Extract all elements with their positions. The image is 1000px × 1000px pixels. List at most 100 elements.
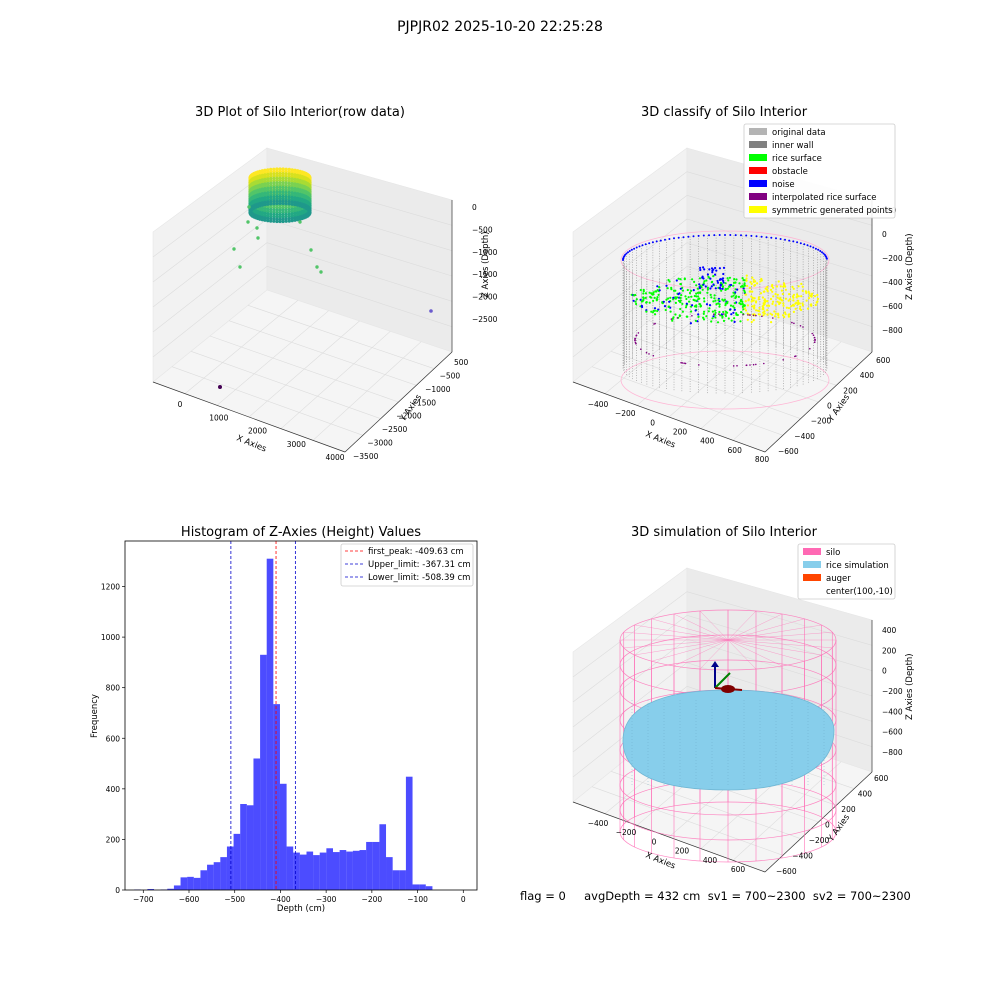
surface-point [766, 300, 769, 303]
raw-point [275, 206, 279, 210]
raw-point [278, 206, 282, 210]
raw-point [278, 172, 282, 176]
raw-point [260, 176, 264, 180]
interpolated-point [698, 364, 700, 366]
silo-roof-wire [727, 639, 833, 649]
raw-point [296, 178, 300, 182]
raw-point [263, 203, 267, 207]
histogram-bar [379, 824, 387, 890]
surface-point [701, 288, 704, 291]
surface-point [777, 313, 780, 317]
raw-point [293, 193, 297, 198]
histogram-bar [366, 841, 373, 890]
noise-point [668, 238, 671, 240]
surface-point [744, 300, 747, 303]
raw-point [275, 188, 279, 192]
surface-point [703, 310, 706, 313]
raw-outlier-point [429, 309, 433, 313]
raw-point [290, 216, 294, 220]
surface-point [761, 308, 764, 311]
raw-point [269, 179, 273, 183]
surface-point [721, 316, 724, 319]
raw-point [266, 184, 270, 188]
surface-point [742, 279, 745, 282]
surface-point [777, 316, 780, 319]
raw-point [287, 210, 291, 214]
noise-point [788, 239, 791, 242]
raw-point [263, 216, 267, 220]
surface-point [791, 285, 794, 288]
raw-point [258, 197, 262, 201]
grid-line [572, 591, 688, 678]
grid-line [686, 218, 873, 277]
surface-point [740, 298, 743, 301]
surface-point [665, 298, 668, 301]
raw-point [272, 202, 276, 206]
raw-point [263, 189, 267, 193]
surface-point [730, 313, 733, 316]
surface-point [703, 300, 706, 303]
raw-point [296, 199, 300, 203]
surface-point [726, 300, 729, 303]
surface-point [681, 289, 685, 292]
x-tick-label: −600 [179, 895, 200, 904]
y-tick-label: 800 [106, 684, 121, 693]
noise-point [796, 241, 799, 244]
surface-point [695, 304, 698, 307]
surface-point [751, 299, 754, 302]
surface-point [766, 285, 769, 289]
raw-point [290, 175, 294, 179]
noise-point [760, 235, 763, 238]
raw-point [272, 183, 276, 187]
surface-point [784, 288, 788, 291]
surface-point [735, 295, 738, 298]
surface-point [769, 288, 773, 291]
silo-roof-wire [699, 610, 729, 641]
interpolated-point [749, 364, 751, 366]
histogram-bar [313, 855, 320, 890]
x-tick-label: 4000 [325, 453, 344, 462]
silo-roof-wire [623, 639, 729, 649]
z-tick-label: −1500 [472, 270, 498, 279]
raw-point [266, 198, 270, 202]
surface-point [766, 304, 769, 307]
raw-point [275, 176, 279, 180]
noise-point [714, 266, 717, 270]
raw-point [287, 208, 291, 212]
surface-point [663, 305, 667, 308]
surface-point [751, 290, 754, 293]
raw-point [287, 193, 291, 197]
raw-outlier-point [309, 248, 313, 252]
histogram-bar [333, 852, 340, 890]
noise-point [706, 273, 710, 276]
interpolated-point [795, 355, 797, 357]
raw-point [278, 213, 282, 217]
noise-point [715, 269, 718, 272]
surface-point [743, 307, 747, 310]
raw-point [287, 195, 291, 199]
raw-point [290, 177, 294, 181]
surface-point [733, 306, 736, 309]
noise-point [713, 234, 716, 237]
raw-point [298, 208, 302, 212]
raw-point [266, 188, 270, 193]
x-tick-label: −200 [362, 895, 383, 904]
raw-point [298, 217, 302, 221]
panel3-title: Histogram of Z-Axies (Height) Values [181, 525, 421, 540]
surface-point [770, 321, 773, 324]
noise-point [709, 277, 712, 280]
legend-label: rice surface [772, 154, 822, 164]
surface-point [738, 282, 741, 285]
legend-label: first_peak: -409.63 cm [368, 547, 464, 557]
interpolated-point [635, 334, 638, 337]
surface-point [639, 298, 642, 301]
noise-point [702, 266, 705, 269]
z-tick-label: −1000 [472, 248, 498, 257]
surface-point [728, 285, 731, 288]
raw-point [266, 170, 270, 174]
raw-point [272, 215, 276, 219]
surface-point [787, 307, 791, 310]
surface-point [735, 313, 738, 316]
surface-point [692, 298, 695, 301]
histogram-x-ticks: −700 −600 −500 −400 −300 −200 −100 0 [133, 890, 466, 904]
